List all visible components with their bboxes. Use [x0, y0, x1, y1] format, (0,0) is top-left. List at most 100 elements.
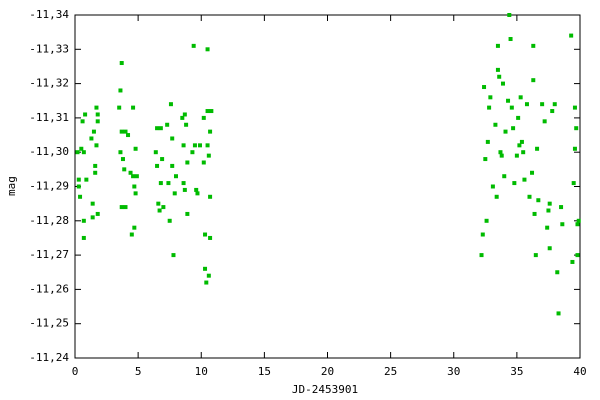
point: [555, 270, 560, 275]
point: [487, 105, 492, 110]
point: [170, 163, 175, 168]
point: [133, 146, 138, 151]
point: [118, 88, 123, 93]
point: [542, 119, 547, 124]
point: [158, 181, 163, 186]
point: [490, 184, 495, 189]
point: [511, 126, 516, 131]
point: [514, 153, 519, 158]
point: [208, 129, 213, 134]
point: [530, 170, 535, 175]
point: [484, 218, 489, 223]
point: [500, 81, 505, 86]
x-axis-label: JD-2453901: [292, 383, 358, 396]
point: [569, 33, 574, 38]
point: [156, 201, 161, 206]
point: [485, 139, 490, 144]
point: [184, 122, 189, 127]
point: [531, 78, 536, 83]
point: [494, 194, 499, 199]
y-axis-label: mag: [5, 176, 18, 196]
point: [81, 235, 86, 240]
point: [209, 109, 214, 114]
point: [503, 129, 508, 134]
point: [90, 201, 95, 206]
point: [95, 112, 100, 117]
point: [556, 311, 561, 316]
point: [522, 177, 527, 182]
point: [89, 136, 94, 141]
point: [182, 187, 187, 192]
point: [122, 167, 127, 172]
y-tick-label: -11,24: [29, 351, 69, 364]
point: [495, 67, 500, 72]
point: [174, 174, 178, 179]
x-tick-label: 25: [384, 365, 397, 378]
point: [201, 115, 206, 120]
point: [506, 98, 511, 103]
x-tick-label: 15: [258, 365, 271, 378]
point: [499, 153, 504, 158]
point: [94, 143, 99, 148]
point: [132, 184, 137, 189]
plot-border: [74, 14, 581, 359]
point: [572, 146, 577, 151]
point: [95, 211, 100, 216]
y-tick-label: -11,25: [29, 317, 69, 330]
point: [570, 259, 575, 264]
point: [559, 205, 564, 210]
point: [158, 126, 163, 131]
point: [532, 211, 537, 216]
point: [205, 47, 210, 52]
point: [524, 102, 529, 107]
y-tick-label: -11,34: [29, 8, 69, 21]
point: [123, 205, 128, 210]
y-tick-label: -11,31: [29, 111, 69, 124]
point: [516, 115, 521, 120]
point: [119, 205, 124, 210]
point: [79, 146, 84, 151]
point: [76, 184, 81, 189]
point: [502, 174, 507, 179]
point: [497, 74, 502, 79]
point: [206, 153, 211, 158]
point: [533, 253, 538, 258]
point: [83, 112, 88, 117]
point: [480, 232, 485, 237]
point: [123, 129, 128, 134]
point: [545, 225, 550, 230]
point: [571, 181, 576, 186]
point: [126, 133, 131, 138]
point: [519, 139, 524, 144]
point: [479, 253, 484, 258]
point: [560, 222, 565, 227]
point: [181, 181, 186, 186]
point: [182, 112, 187, 117]
point: [133, 191, 138, 196]
point: [80, 119, 85, 124]
point: [91, 129, 96, 134]
point: [547, 201, 552, 206]
point: [160, 157, 165, 162]
point: [93, 170, 98, 175]
point: [483, 157, 488, 162]
point: [128, 170, 133, 175]
point: [488, 95, 493, 100]
point: [171, 253, 176, 258]
point: [204, 280, 209, 285]
point: [495, 43, 500, 48]
point: [574, 126, 579, 131]
point: [206, 273, 211, 278]
point: [84, 177, 89, 182]
point: [203, 266, 208, 271]
point: [170, 136, 175, 141]
y-tick-label: -11,30: [29, 145, 69, 158]
x-tick-label: 35: [510, 365, 523, 378]
point: [131, 174, 136, 179]
point: [493, 122, 498, 127]
point: [118, 150, 123, 155]
point: [195, 191, 200, 196]
point: [576, 218, 581, 223]
point: [482, 85, 487, 90]
